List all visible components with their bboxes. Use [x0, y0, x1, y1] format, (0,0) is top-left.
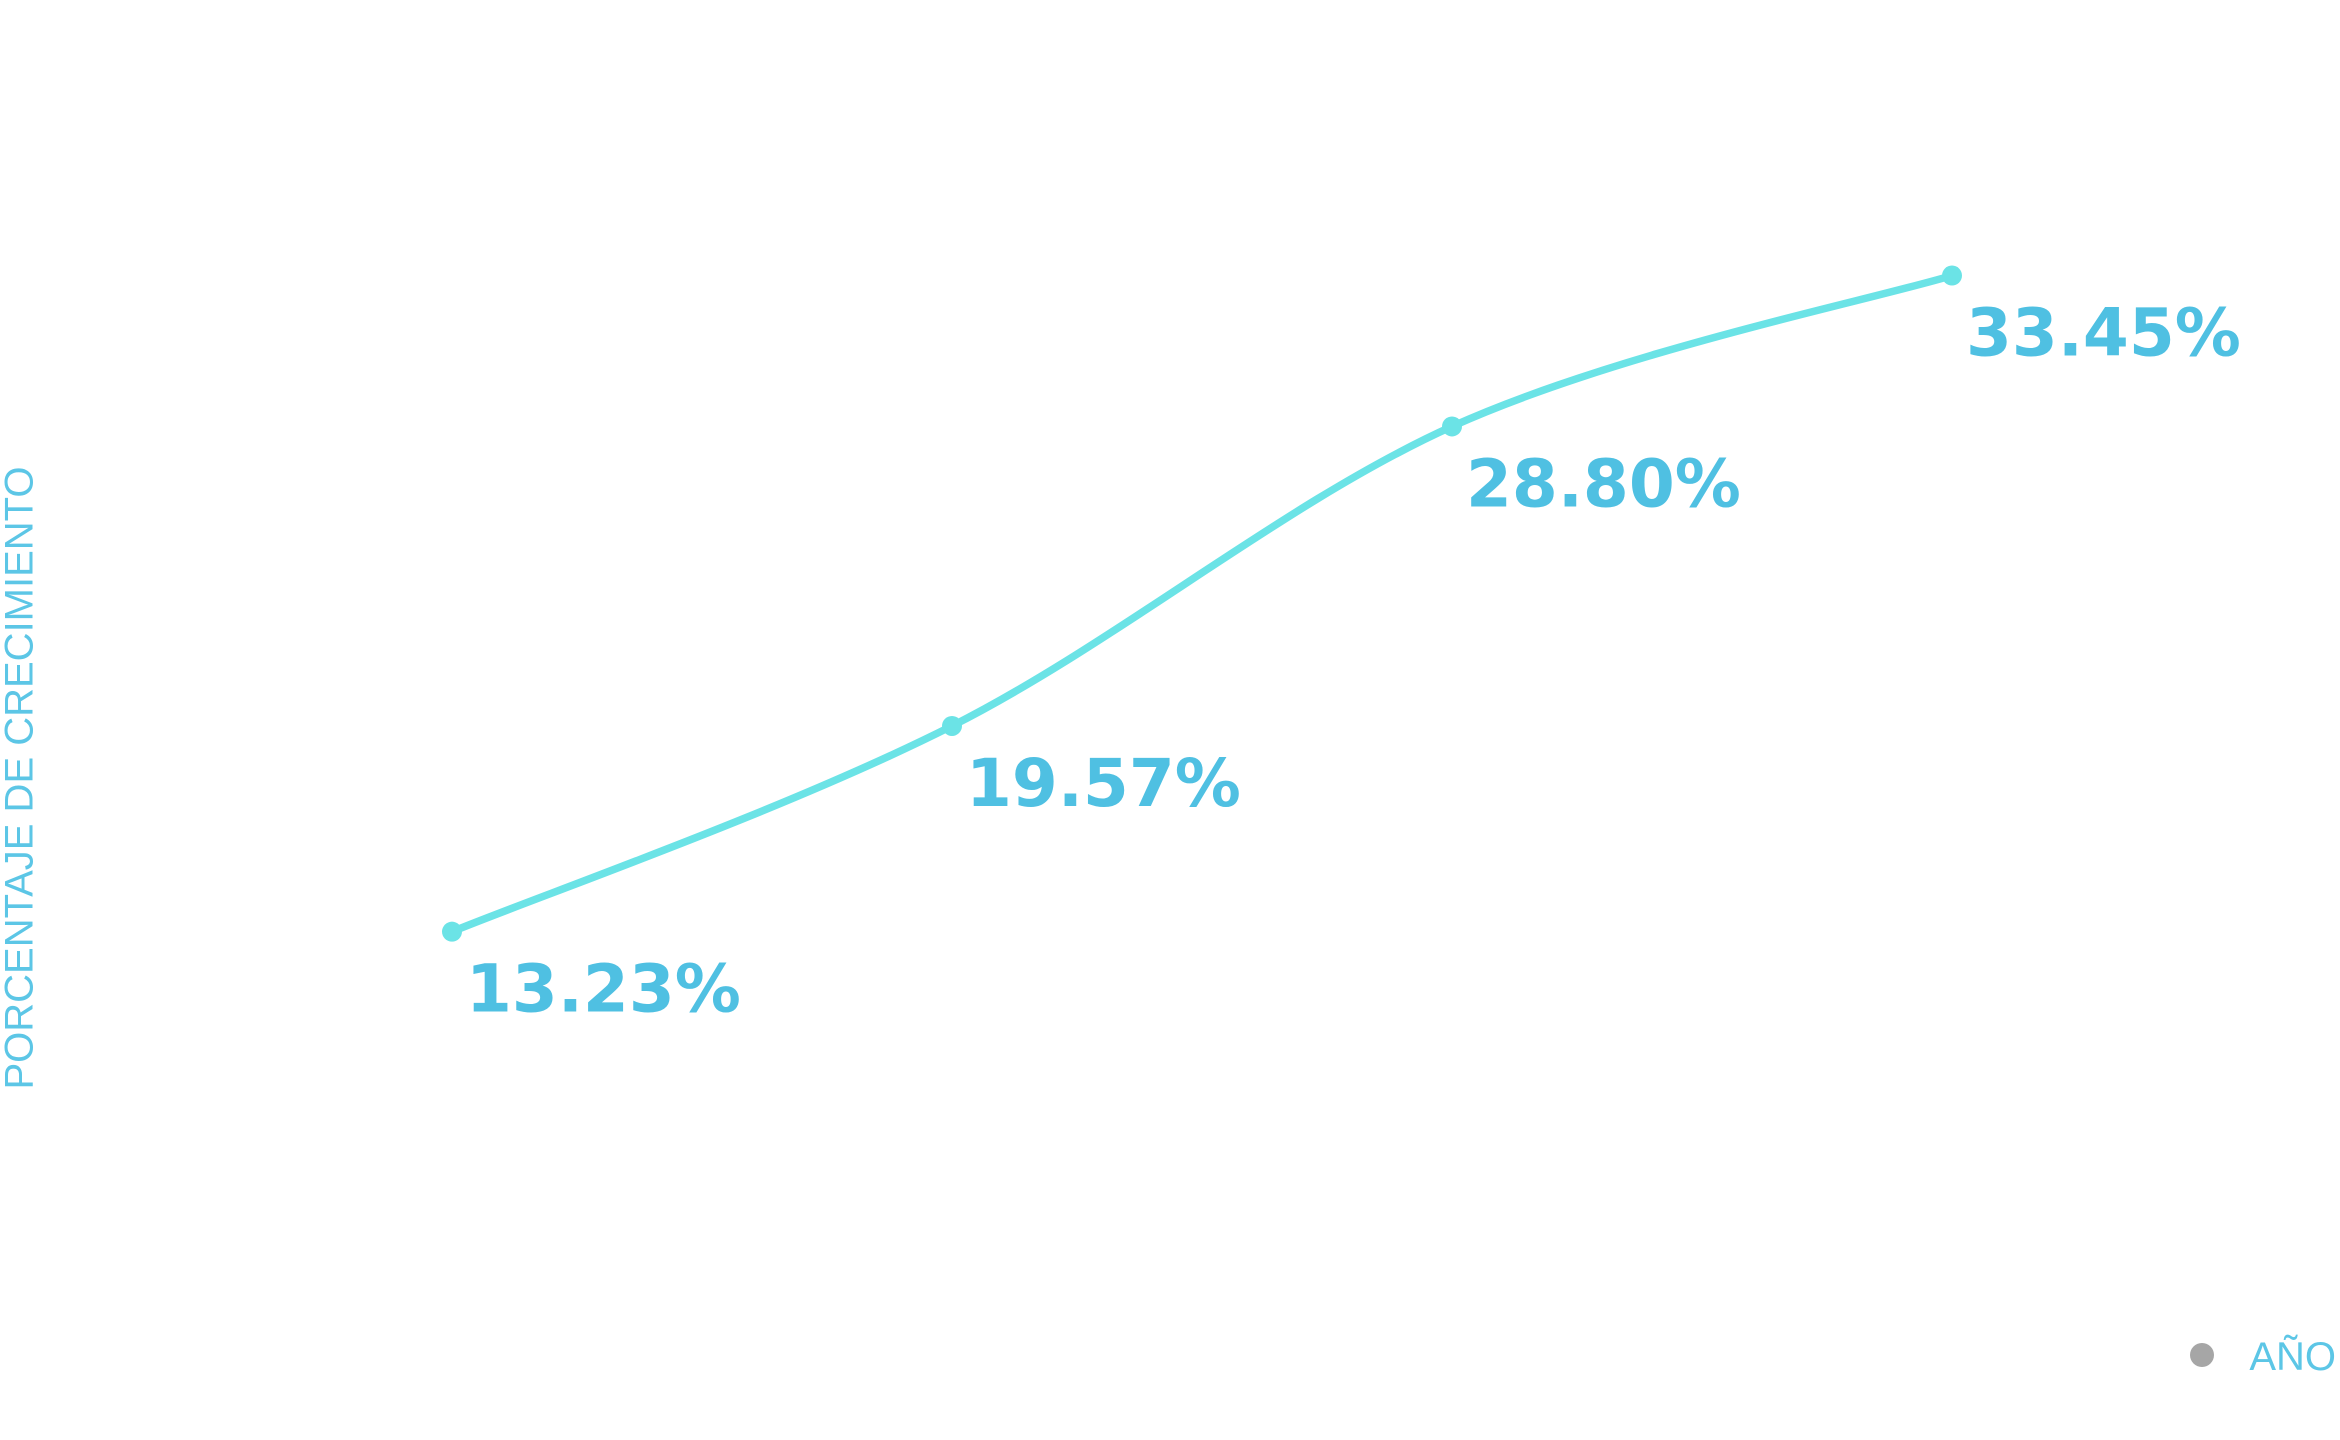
- value-label: 33.45%: [1966, 295, 2241, 372]
- point: [442, 921, 462, 942]
- y-axis-label: PORCENTAJE DE CRECIMIENTO: [0, 466, 42, 1089]
- point: [942, 715, 962, 736]
- point: [1942, 265, 1962, 286]
- legend-label: AÑO: [2249, 1334, 2336, 1379]
- value-label: 28.80%: [1466, 445, 1741, 522]
- point: [1442, 416, 1462, 437]
- value-label: 19.57%: [966, 745, 1241, 822]
- line: [448, 271, 1956, 936]
- value-label: 13.23%: [466, 951, 741, 1028]
- legend-marker: [2190, 1343, 2214, 1367]
